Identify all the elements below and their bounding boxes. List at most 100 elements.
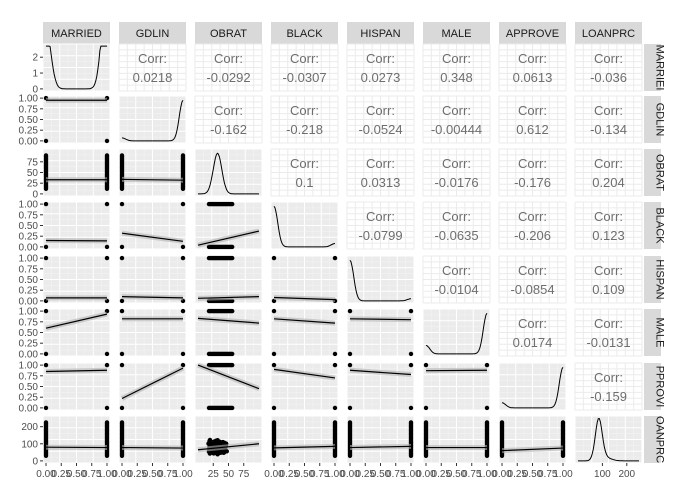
row-strip-married bbox=[644, 44, 661, 91]
x-tick-label: 0.00 bbox=[36, 469, 56, 480]
corr-label: Corr: bbox=[290, 51, 319, 66]
panel-approve-married bbox=[42, 362, 111, 411]
scatter-points bbox=[347, 308, 414, 357]
corr-value: 0.0273 bbox=[361, 70, 401, 85]
x-tick-label: 0.00 bbox=[112, 469, 132, 480]
panel-gdlin-approve: Corr: 0.612 bbox=[498, 95, 567, 144]
scatter-points bbox=[43, 362, 110, 411]
corr-value: -0.0799 bbox=[358, 228, 402, 243]
y-tick-label: 0.25 bbox=[19, 393, 39, 404]
column-strip-gdlin bbox=[119, 22, 186, 44]
panel-loanprc-approve bbox=[498, 415, 567, 464]
row-strip-label: OANPRC bbox=[654, 416, 666, 463]
corr-value: -0.0104 bbox=[434, 282, 478, 297]
x-tick-label: 1.00 bbox=[97, 469, 117, 480]
scatter-point bbox=[230, 201, 235, 207]
panel-male-gdlin bbox=[118, 308, 187, 357]
scatter-point bbox=[119, 298, 125, 304]
y-tick-label: 0.50 bbox=[19, 275, 39, 286]
column-strip-label: HISPAN bbox=[360, 28, 400, 40]
density-curve bbox=[578, 418, 639, 462]
corr-label: Corr: bbox=[518, 156, 547, 171]
x-tick-label: 1.00 bbox=[325, 469, 345, 480]
row-strip-label: BLACK bbox=[654, 207, 666, 244]
column-strip-label: APPROVE bbox=[506, 28, 559, 40]
x-tick-label: 0.50 bbox=[523, 469, 543, 480]
x-tick-label: 1.00 bbox=[477, 469, 497, 480]
scatter-point bbox=[180, 153, 186, 158]
trend-line bbox=[197, 230, 260, 246]
panel-hispan-married bbox=[42, 255, 111, 304]
density-curve bbox=[121, 100, 184, 142]
x-tick-label: 0.75 bbox=[538, 469, 558, 480]
scatter-point bbox=[104, 201, 110, 207]
y-tick-label: 0.50 bbox=[19, 115, 39, 126]
corr-label: Corr: bbox=[594, 156, 623, 171]
x-tick-label: 0.75 bbox=[82, 469, 102, 480]
y-tick-label: 0.50 bbox=[19, 328, 39, 339]
trend-line bbox=[273, 296, 336, 301]
panel-gdlin-loanprc: Corr: -0.134 bbox=[574, 95, 643, 144]
column-strip-hispan bbox=[347, 22, 414, 44]
scatter-point bbox=[332, 362, 338, 368]
scatter-point bbox=[180, 420, 186, 425]
panel-male-hispan bbox=[346, 308, 415, 357]
scatter-point bbox=[271, 255, 277, 261]
scatter-point bbox=[271, 362, 277, 368]
scatter-point bbox=[347, 362, 353, 368]
panel-obrat-loanprc: Corr: 0.204 bbox=[574, 148, 643, 197]
scatter-point bbox=[43, 362, 49, 368]
corr-value: -0.206 bbox=[514, 228, 551, 243]
panel-approve-gdlin bbox=[118, 362, 187, 411]
corr-value: -0.0131 bbox=[586, 335, 630, 350]
corr-label: Corr: bbox=[594, 370, 623, 385]
panel-obrat-gdlin bbox=[118, 148, 187, 197]
panel-obrat-male: Corr: -0.0176 bbox=[422, 148, 491, 197]
corr-value: 0.0218 bbox=[133, 70, 173, 85]
corr-label: Corr: bbox=[290, 103, 319, 118]
panel-loanprc-male bbox=[422, 415, 491, 464]
trend-line bbox=[197, 364, 260, 390]
density-curve bbox=[273, 206, 336, 248]
scatter-point bbox=[43, 138, 49, 144]
scatter-points bbox=[347, 420, 414, 458]
trend-line bbox=[197, 317, 260, 324]
corr-value: -0.159 bbox=[590, 389, 627, 404]
scatter-point bbox=[347, 308, 353, 314]
y-tick-label: 0.25 bbox=[19, 232, 39, 243]
trend-line bbox=[122, 178, 183, 181]
scatter-point bbox=[119, 153, 125, 158]
panel-hispan-loanprc: Corr: 0.109 bbox=[574, 255, 643, 304]
y-tick-label: 25 bbox=[27, 179, 39, 190]
scatter-point bbox=[408, 351, 414, 357]
corr-label: Corr: bbox=[594, 316, 623, 331]
trend-line bbox=[273, 445, 336, 449]
panel-hispan-approve: Corr: -0.0854 bbox=[498, 255, 567, 304]
trend-line bbox=[350, 445, 411, 449]
corr-value: 0.123 bbox=[592, 228, 625, 243]
row-strip-male bbox=[644, 309, 661, 356]
trend-line bbox=[122, 296, 183, 299]
panel-male-loanprc: Corr: -0.0131 bbox=[574, 308, 643, 357]
y-tick-label: 50 bbox=[27, 168, 39, 179]
panel-black-married bbox=[42, 201, 111, 250]
corr-label: Corr: bbox=[594, 51, 623, 66]
y-tick-label: 0.75 bbox=[19, 104, 39, 115]
scatter-point bbox=[104, 255, 110, 261]
scatter-point bbox=[119, 308, 125, 314]
panel-black-male: Corr: -0.0635 bbox=[422, 201, 491, 250]
corr-value: 0.1 bbox=[295, 175, 313, 190]
scatter-point bbox=[104, 138, 110, 144]
column-strip-label: BLACK bbox=[286, 28, 323, 40]
column-strip-obrat bbox=[195, 22, 262, 44]
scatter-points bbox=[206, 308, 235, 357]
corr-value: 0.0613 bbox=[513, 70, 553, 85]
panel-black-gdlin bbox=[118, 201, 187, 250]
y-tick-label: 1.00 bbox=[19, 307, 39, 318]
scatter-point bbox=[347, 351, 353, 357]
scatter-points bbox=[43, 201, 110, 250]
scatter-points bbox=[119, 362, 186, 411]
column-strip-label: MARRIED bbox=[51, 28, 102, 40]
corr-label: Corr: bbox=[594, 263, 623, 278]
